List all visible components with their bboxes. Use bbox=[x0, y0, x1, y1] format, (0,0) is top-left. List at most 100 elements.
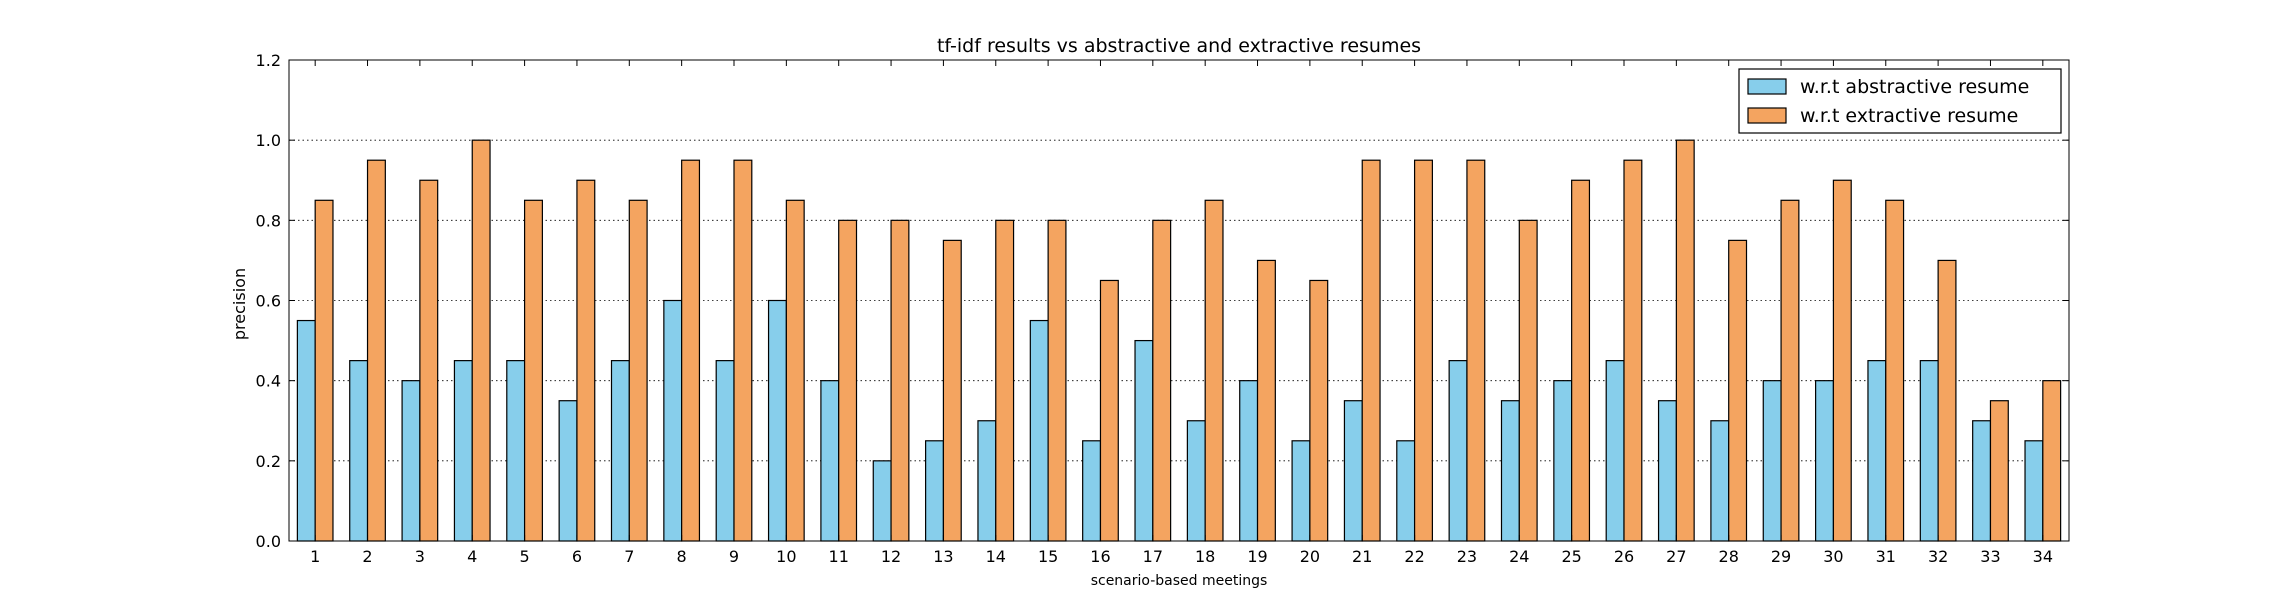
x-tick-label: 33 bbox=[1980, 547, 2000, 566]
bar-extractive-5 bbox=[523, 199, 543, 542]
bar-extractive-7 bbox=[628, 199, 648, 542]
bar-abstractive-22 bbox=[1396, 440, 1416, 542]
x-tick-label: 8 bbox=[677, 547, 687, 566]
x-tick-label: 11 bbox=[829, 547, 849, 566]
chart-title: tf-idf results vs abstractive and extrac… bbox=[937, 35, 1421, 57]
bar-abstractive-4 bbox=[453, 360, 473, 542]
bar-abstractive-24 bbox=[1500, 400, 1520, 542]
bar-abstractive-12 bbox=[872, 460, 892, 542]
x-tick-label: 28 bbox=[1719, 547, 1739, 566]
x-tick-label: 27 bbox=[1666, 547, 1686, 566]
bar-extractive-16 bbox=[1099, 279, 1119, 542]
bar-extractive-28 bbox=[1728, 239, 1748, 542]
x-tick-label: 34 bbox=[2033, 547, 2053, 566]
x-tick-label: 2 bbox=[362, 547, 372, 566]
y-tick-label: 0.4 bbox=[256, 372, 281, 391]
bar-extractive-33 bbox=[1989, 400, 2009, 542]
bar-extractive-27 bbox=[1675, 139, 1695, 542]
bar-abstractive-25 bbox=[1553, 380, 1573, 542]
x-tick-label: 13 bbox=[933, 547, 953, 566]
x-tick-label: 32 bbox=[1928, 547, 1948, 566]
bar-extractive-23 bbox=[1466, 159, 1486, 542]
bar-abstractive-6 bbox=[558, 400, 578, 542]
y-axis-label: precision bbox=[230, 268, 249, 340]
bar-abstractive-34 bbox=[2024, 440, 2044, 542]
x-tick-label: 1 bbox=[310, 547, 320, 566]
x-axis-label: scenario-based meetings bbox=[1091, 573, 1268, 589]
x-tick-label: 6 bbox=[572, 547, 582, 566]
bar-abstractive-9 bbox=[715, 360, 735, 542]
x-tick-label: 5 bbox=[519, 547, 529, 566]
y-tick-label: 1.2 bbox=[256, 51, 281, 70]
x-tick-label: 7 bbox=[624, 547, 634, 566]
bar-extractive-26 bbox=[1623, 159, 1643, 542]
bar-extractive-22 bbox=[1413, 159, 1433, 542]
x-tick-label: 31 bbox=[1876, 547, 1896, 566]
bar-extractive-25 bbox=[1571, 179, 1591, 542]
bar-extractive-17 bbox=[1152, 219, 1172, 542]
y-tick-label: 0.8 bbox=[256, 211, 281, 230]
bar-abstractive-20 bbox=[1291, 440, 1311, 542]
bar-abstractive-19 bbox=[1239, 380, 1259, 542]
x-tick-label: 16 bbox=[1090, 547, 1110, 566]
bar-extractive-21 bbox=[1361, 159, 1381, 542]
bar-abstractive-30 bbox=[1815, 380, 1835, 542]
bar-extractive-32 bbox=[1937, 259, 1957, 542]
bar-abstractive-14 bbox=[977, 420, 997, 542]
x-tick-label: 20 bbox=[1300, 547, 1320, 566]
bar-abstractive-29 bbox=[1762, 380, 1782, 542]
x-tick-label: 30 bbox=[1823, 547, 1843, 566]
bar-extractive-19 bbox=[1256, 259, 1276, 542]
grid-lines bbox=[289, 139, 2069, 462]
bar-extractive-29 bbox=[1780, 199, 1800, 542]
y-axis: 0.0 0.2 0.4 0.6 0.8 1.0 1.2 bbox=[256, 51, 2069, 551]
bar-abstractive-7 bbox=[610, 360, 630, 542]
legend-swatch bbox=[1747, 107, 1787, 124]
bar-extractive-6 bbox=[576, 179, 596, 542]
bar-extractive-11 bbox=[838, 219, 858, 542]
bar-extractive-15 bbox=[1047, 219, 1067, 542]
bar-abstractive-21 bbox=[1343, 400, 1363, 542]
bar-abstractive-2 bbox=[349, 360, 369, 542]
x-tick-label: 23 bbox=[1457, 547, 1477, 566]
legend-swatch bbox=[1747, 78, 1787, 95]
x-tick-label: 4 bbox=[467, 547, 477, 566]
y-tick-label: 1.0 bbox=[256, 131, 281, 150]
bar-extractive-8 bbox=[681, 159, 701, 542]
bar-abstractive-31 bbox=[1867, 360, 1887, 542]
bar-abstractive-26 bbox=[1605, 360, 1625, 542]
bar-extractive-3 bbox=[419, 179, 439, 542]
bars bbox=[296, 139, 2062, 542]
bar-extractive-2 bbox=[366, 159, 386, 542]
bar-abstractive-15 bbox=[1029, 319, 1049, 542]
bar-extractive-14 bbox=[995, 219, 1015, 542]
bar-abstractive-32 bbox=[1919, 360, 1939, 542]
x-tick-label: 9 bbox=[729, 547, 739, 566]
bar-abstractive-23 bbox=[1448, 360, 1468, 542]
x-tick-label: 14 bbox=[986, 547, 1006, 566]
bar-extractive-34 bbox=[2042, 380, 2062, 542]
x-tick-label: 15 bbox=[1038, 547, 1058, 566]
x-tick-label: 17 bbox=[1143, 547, 1163, 566]
bar-abstractive-17 bbox=[1134, 339, 1154, 542]
x-tick-label: 26 bbox=[1614, 547, 1634, 566]
y-tick-label: 0.2 bbox=[256, 452, 281, 471]
x-tick-label: 18 bbox=[1195, 547, 1215, 566]
bar-extractive-9 bbox=[733, 159, 753, 542]
bar-extractive-31 bbox=[1885, 199, 1905, 542]
x-tick-label: 12 bbox=[881, 547, 901, 566]
bar-extractive-24 bbox=[1518, 219, 1538, 542]
bar-abstractive-18 bbox=[1186, 420, 1206, 542]
bar-abstractive-1 bbox=[296, 319, 316, 542]
bar-extractive-30 bbox=[1832, 179, 1852, 542]
x-tick-label: 22 bbox=[1404, 547, 1424, 566]
x-tick-label: 29 bbox=[1771, 547, 1791, 566]
bar-extractive-20 bbox=[1309, 279, 1329, 542]
bar-abstractive-13 bbox=[925, 440, 945, 542]
x-tick-label: 10 bbox=[776, 547, 796, 566]
bar-extractive-18 bbox=[1204, 199, 1224, 542]
legend: w.r.t abstractive resume w.r.t extractive… bbox=[1738, 68, 2062, 134]
bar-extractive-12 bbox=[890, 219, 910, 542]
